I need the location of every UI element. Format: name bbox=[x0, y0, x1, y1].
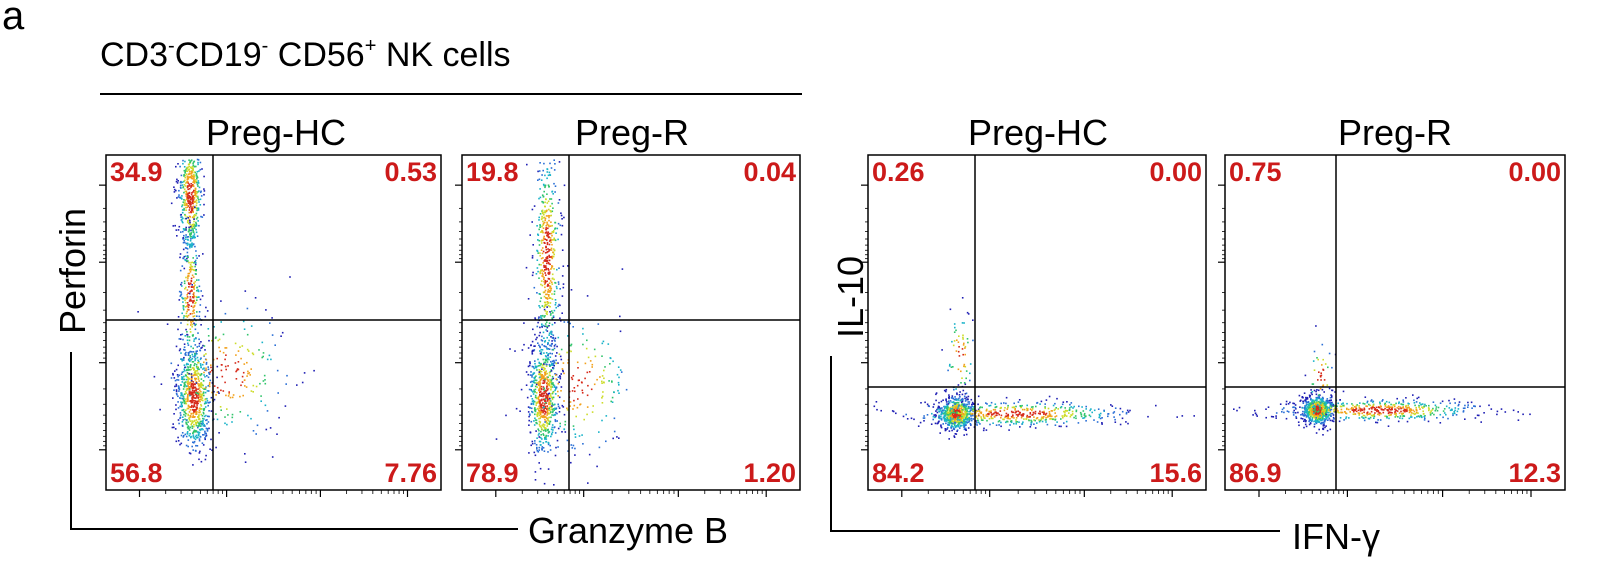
plot-title-1: Preg-HC bbox=[205, 112, 347, 153]
y-axis-ticks bbox=[455, 184, 462, 451]
x-axis-ticks bbox=[138, 490, 409, 497]
title-marker-cd56: CD56 bbox=[268, 36, 365, 74]
quadrant-bottom-right-value: 15.6 bbox=[1149, 458, 1202, 488]
quadrant-top-left-value: 0.75 bbox=[1229, 157, 1282, 187]
quadrant-top-right-value: 0.53 bbox=[384, 157, 437, 187]
quadrant-top-right-value: 0.00 bbox=[1149, 157, 1202, 187]
y-axis-ticks bbox=[861, 184, 868, 451]
title-sign-cd3: - bbox=[168, 34, 175, 57]
population-title: CD3-CD19- CD56+ NK cells bbox=[100, 34, 511, 75]
x-axis-label-ifn-gamma: IFN-γ bbox=[1292, 516, 1380, 557]
panel-letter: a bbox=[2, 0, 25, 38]
quadrant-bottom-right-value: 12.3 bbox=[1508, 458, 1561, 488]
title-marker-cd19: CD19 bbox=[174, 36, 262, 74]
event-dots bbox=[137, 158, 315, 466]
plot-title-3: Preg-HC bbox=[967, 112, 1109, 153]
x-axis-bracket-left bbox=[70, 528, 518, 530]
x-axis-ticks bbox=[495, 490, 767, 497]
y-axis-ticks bbox=[1218, 184, 1225, 451]
event-dots bbox=[873, 297, 1195, 440]
quadrant-bottom-right-value: 1.20 bbox=[743, 458, 796, 488]
x-axis-label-granzyme-b: Granzyme B bbox=[528, 510, 729, 551]
y-axis-ticks bbox=[99, 184, 106, 451]
x-axis-bracket-right bbox=[830, 530, 1280, 532]
quadrant-bottom-left-value: 86.9 bbox=[1229, 458, 1282, 488]
y-axis-bracket-left bbox=[70, 352, 72, 530]
plot-frame bbox=[867, 154, 1207, 491]
quadrant-bottom-left-value: 78.9 bbox=[466, 458, 519, 488]
quadrant-top-right-value: 0.00 bbox=[1508, 157, 1561, 187]
population-title-rule bbox=[100, 93, 802, 95]
flow-plot-4: 0.75 0.00 86.9 12.3 bbox=[1218, 154, 1566, 497]
event-dots bbox=[495, 159, 628, 486]
flow-plot-2: 19.8 0.04 78.9 1.20 bbox=[455, 154, 801, 497]
plot-frame bbox=[461, 154, 801, 491]
quadrant-top-right-value: 0.04 bbox=[743, 157, 796, 187]
x-axis-ticks bbox=[901, 490, 1173, 497]
title-sign-cd19: - bbox=[261, 34, 269, 57]
plot-title-2: Preg-R bbox=[574, 112, 690, 153]
quadrant-top-left-value: 19.8 bbox=[466, 157, 519, 187]
quadrant-top-left-value: 0.26 bbox=[872, 157, 925, 187]
plot-frame bbox=[1224, 154, 1566, 491]
x-axis-ticks bbox=[1258, 490, 1532, 497]
y-axis-bracket-right bbox=[830, 356, 832, 532]
quadrant-bottom-right-value: 7.76 bbox=[384, 458, 437, 488]
title-marker-cd3: CD3 bbox=[100, 36, 169, 74]
quadrant-top-left-value: 34.9 bbox=[110, 157, 163, 187]
event-dots bbox=[1233, 325, 1531, 436]
flow-plot-1: 34.9 0.53 56.8 7.76 bbox=[99, 154, 442, 497]
plot-title-4: Preg-R bbox=[1337, 112, 1453, 153]
flow-plot-3: 0.26 0.00 84.2 15.6 bbox=[861, 154, 1207, 497]
title-cell-type: NK cells bbox=[376, 36, 511, 74]
plot-frame bbox=[105, 154, 442, 491]
quadrant-bottom-left-value: 56.8 bbox=[110, 458, 163, 488]
quadrant-bottom-left-value: 84.2 bbox=[872, 458, 925, 488]
title-sign-cd56: + bbox=[364, 34, 377, 57]
